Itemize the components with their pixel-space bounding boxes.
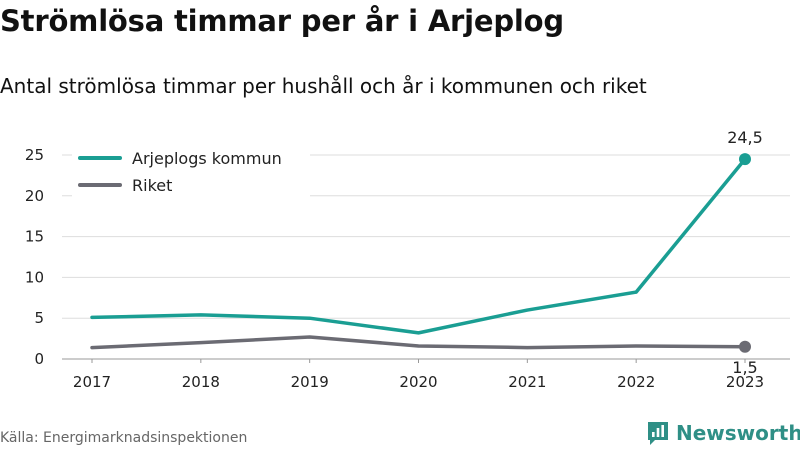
brand-name: Newsworthy (676, 421, 800, 445)
y-tick-label-10: 10 (25, 268, 44, 286)
x-tick-label-2023: 2023 (726, 373, 764, 391)
legend-label-1: Riket (132, 176, 172, 195)
x-tick-label-2021: 2021 (508, 373, 546, 391)
x-tick-label-2020: 2020 (399, 373, 437, 391)
x-tick-label-2022: 2022 (617, 373, 655, 391)
x-tick-label-2017: 2017 (73, 373, 111, 391)
y-tick-label-20: 20 (25, 187, 44, 205)
y-axis-ticks: 0 5 10 15 20 25 (25, 146, 44, 368)
series-end-point-0 (739, 153, 751, 166)
data-label-riket-2023: 1,5 (732, 358, 757, 377)
x-axis-ticks: 2017 2018 2019 2020 2021 2022 2023 (73, 359, 764, 391)
series-line-0 (90, 157, 747, 335)
legend-label-0: Arjeplogs kommun (132, 149, 282, 168)
y-tick-label-15: 15 (25, 228, 44, 246)
series-lines (90, 153, 751, 353)
series-end-point-1 (739, 340, 751, 353)
x-tick-label-2019: 2019 (291, 373, 329, 391)
legend: Arjeplogs kommun Riket (72, 142, 310, 198)
data-label-arjeplog-2023: 24,5 (727, 128, 763, 147)
legend-background (72, 142, 310, 198)
series-line-1 (90, 335, 747, 350)
data-labels: 24,5 1,5 (727, 128, 763, 377)
y-tick-label-0: 0 (34, 350, 44, 368)
source-note: Källa: Energimarknadsinspektionen (0, 430, 248, 446)
chart-title: Strömlösa timmar per år i Arjeplog (0, 4, 564, 38)
chart-subtitle: Antal strömlösa timmar per hushåll och å… (0, 74, 647, 98)
x-tick-label-2018: 2018 (182, 373, 220, 391)
newsworthy-logo-icon (648, 422, 668, 445)
y-tick-label-5: 5 (34, 309, 44, 327)
y-tick-label-25: 25 (25, 146, 44, 164)
newsworthy-brand: Newsworthy (646, 420, 800, 446)
